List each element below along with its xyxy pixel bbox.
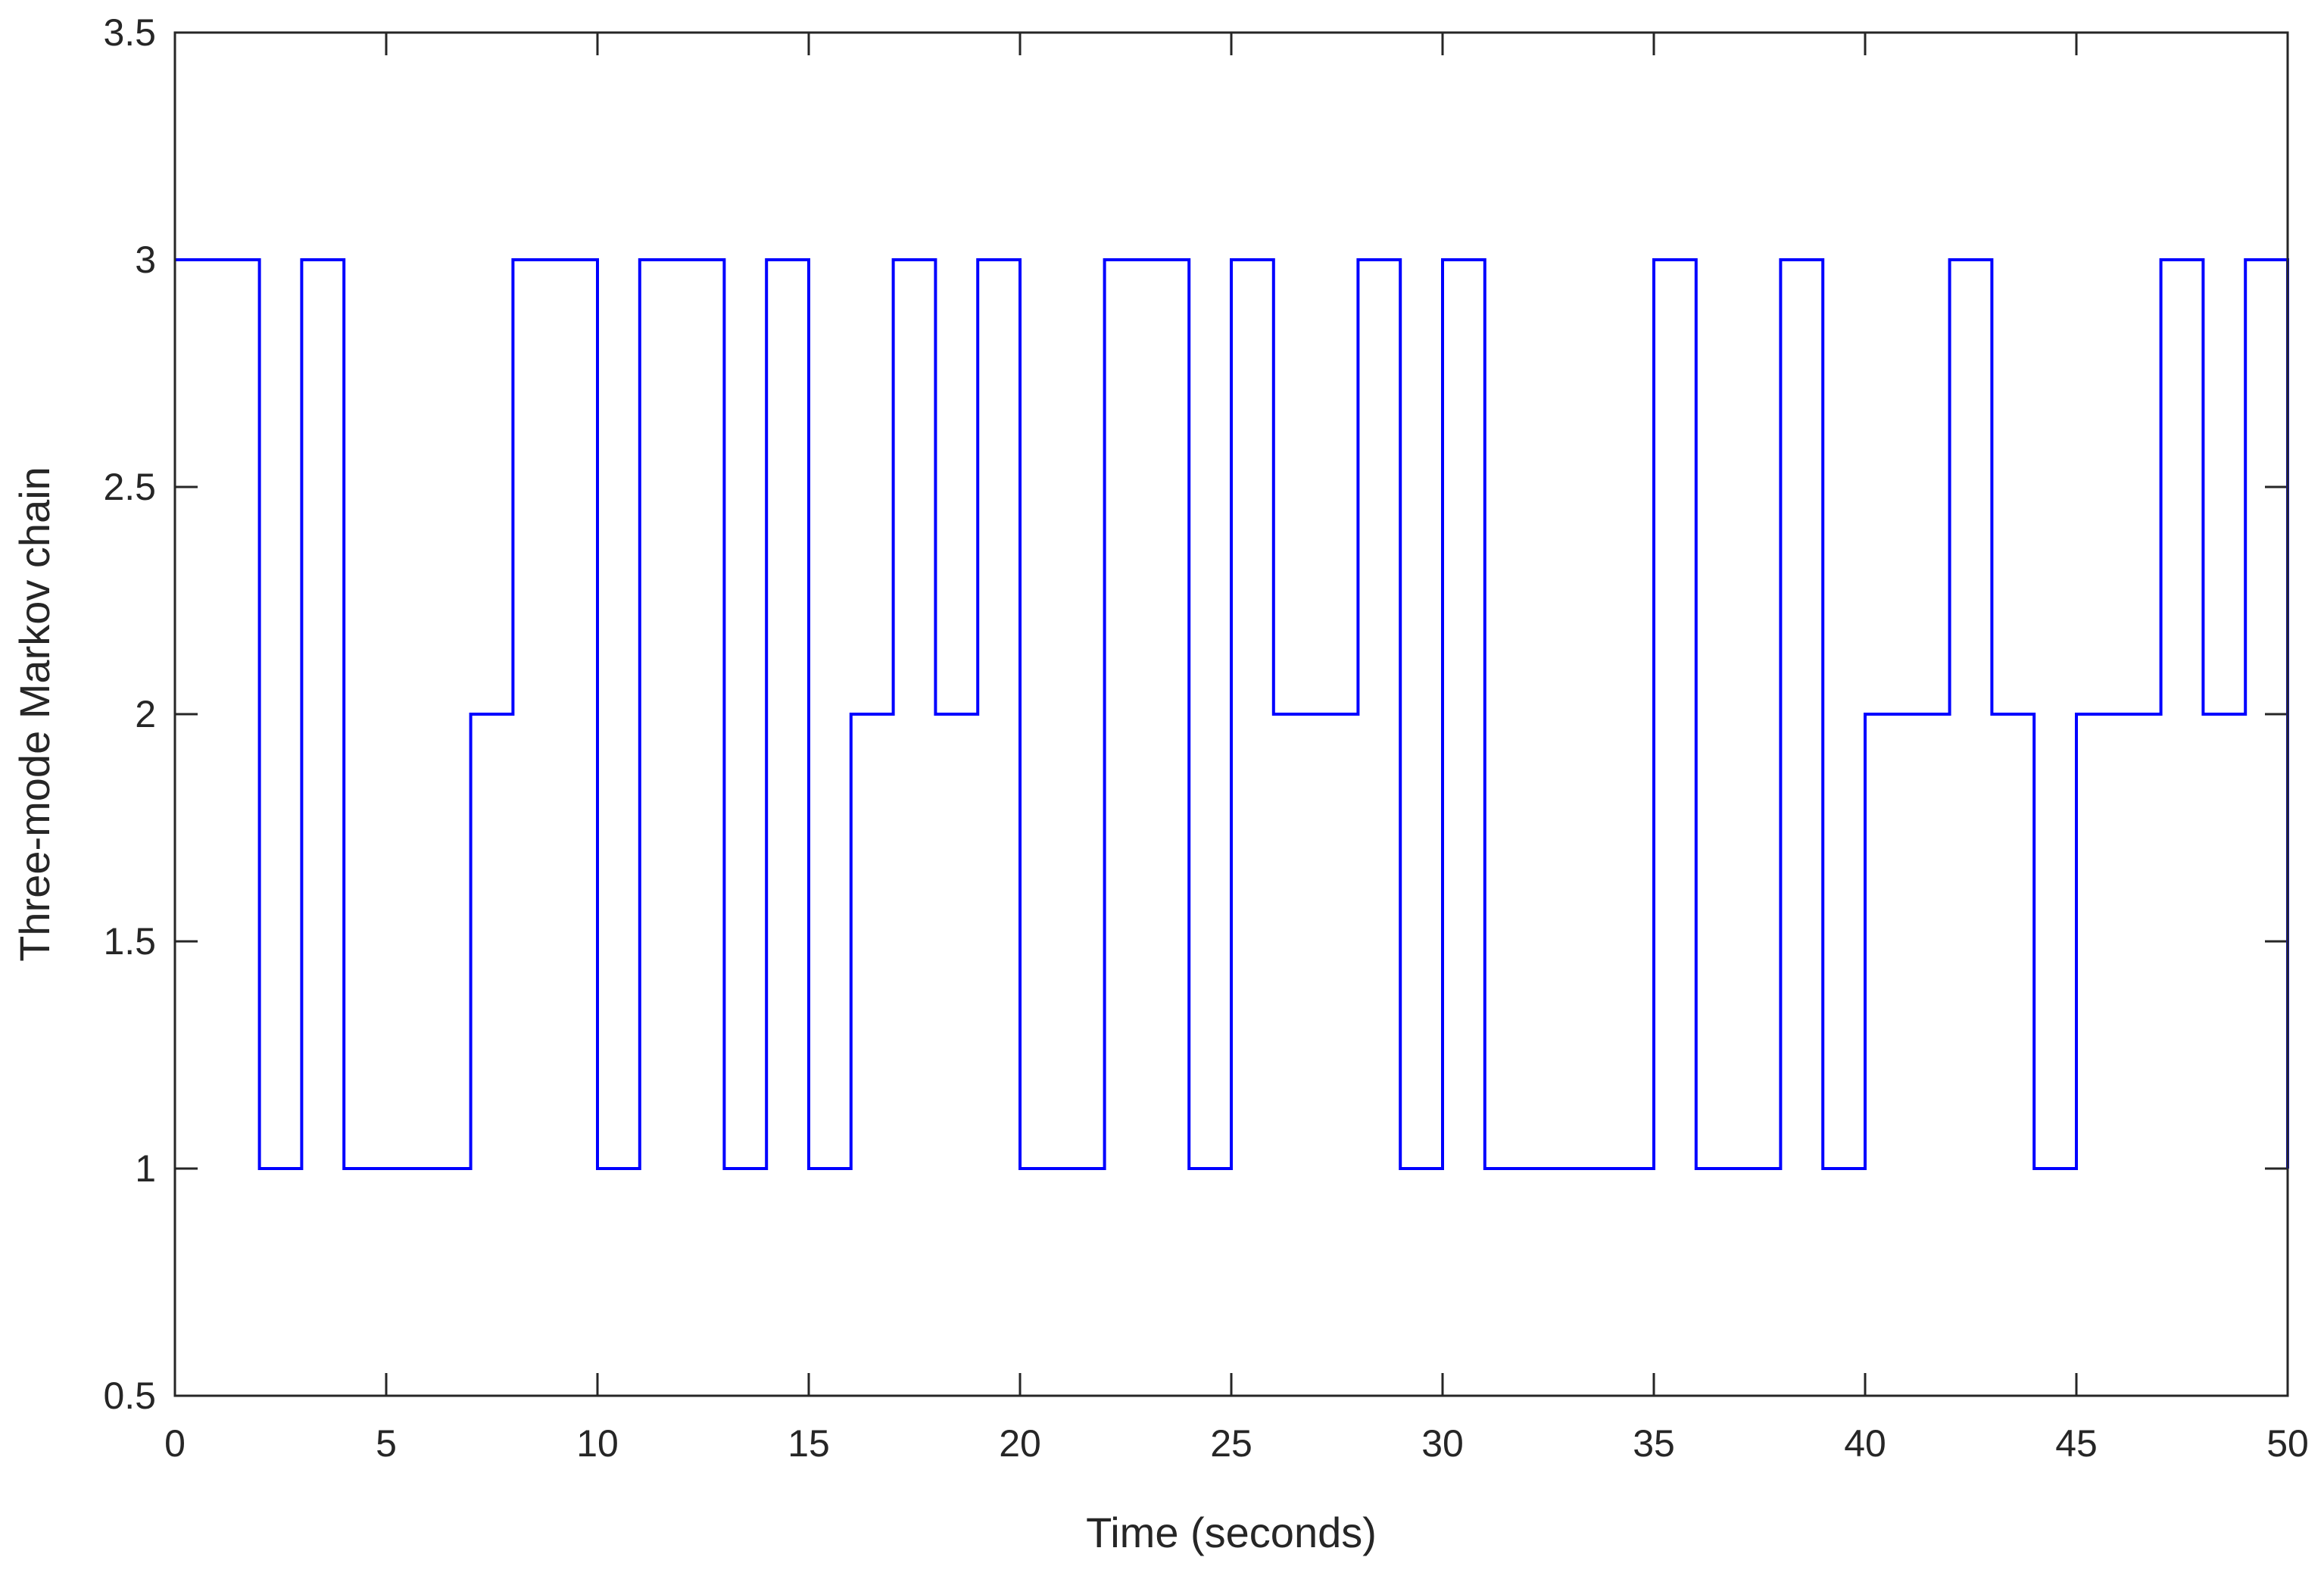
x-tick-label: 45 — [2055, 1422, 2098, 1465]
x-tick-label: 30 — [1421, 1422, 1464, 1465]
x-tick-label: 15 — [788, 1422, 830, 1465]
x-tick-label: 5 — [376, 1422, 397, 1465]
y-axis-ticks: 0.5 1 1.5 2 2.5 3 3.5 — [103, 11, 2288, 1417]
x-tick-label: 0 — [164, 1422, 186, 1465]
y-tick-label: 1.5 — [103, 920, 156, 963]
x-tick-label: 20 — [999, 1422, 1041, 1465]
x-tick-label: 25 — [1210, 1422, 1252, 1465]
x-axis-label: Time (seconds) — [1086, 1509, 1377, 1556]
y-tick-label: 2 — [135, 693, 156, 735]
x-axis-ticks: 0 5 10 15 20 25 30 35 40 45 50 — [164, 33, 2309, 1465]
series-line — [175, 258, 2289, 1170]
y-tick-label: 2.5 — [103, 466, 156, 508]
x-tick-label: 10 — [576, 1422, 619, 1465]
y-tick-label: 3.5 — [103, 11, 156, 54]
x-tick-label: 35 — [1633, 1422, 1675, 1465]
y-tick-label: 0.5 — [103, 1375, 156, 1417]
x-tick-label: 50 — [2266, 1422, 2309, 1465]
y-tick-label: 3 — [135, 239, 156, 281]
y-tick-label: 1 — [135, 1147, 156, 1190]
plot-frame — [173, 31, 2289, 1397]
y-axis-label: Three-mode Markov chain — [11, 467, 58, 962]
x-tick-label: 40 — [1844, 1422, 1886, 1465]
